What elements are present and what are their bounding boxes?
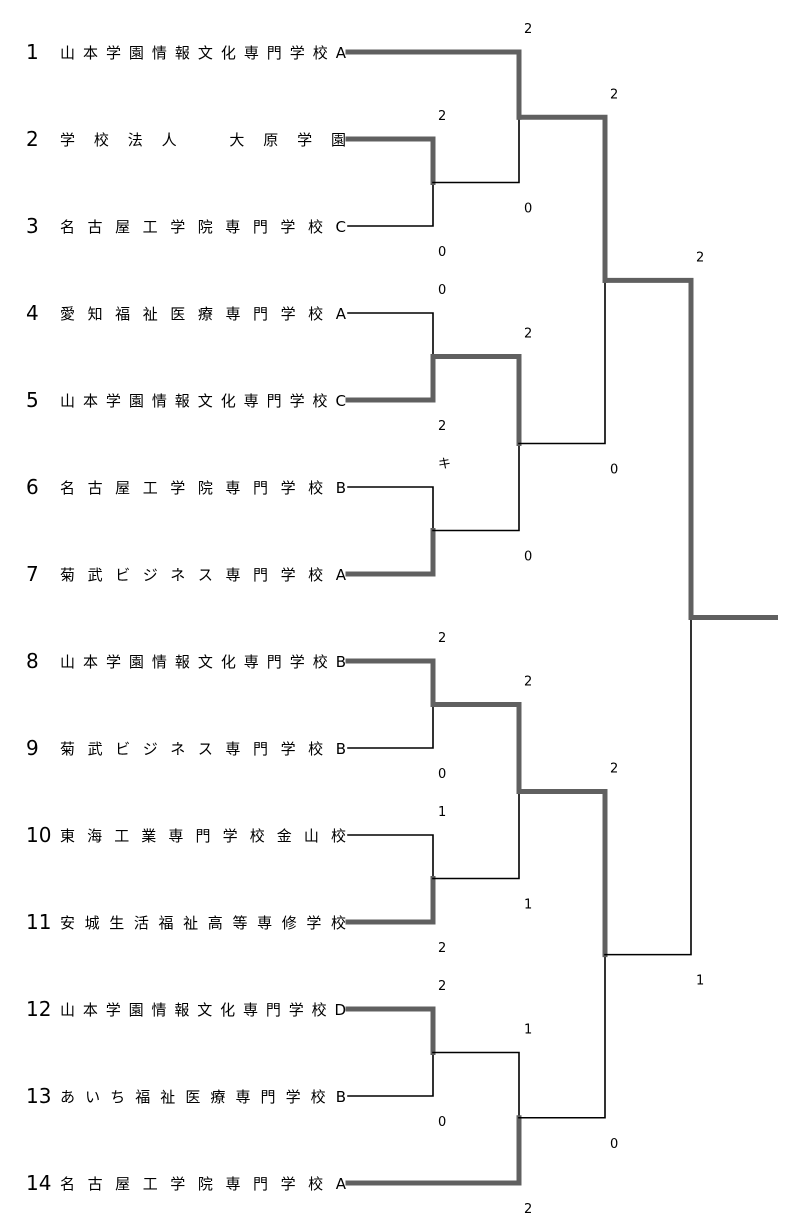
bracket-line-top — [345, 658, 436, 707]
bracket-line-top — [430, 702, 522, 794]
score-bottom: 0 — [610, 1137, 618, 1152]
bracket-line-top — [347, 834, 434, 880]
score-top: 1 — [524, 1023, 532, 1038]
team-name: 山本学園情報文化専門学校B — [60, 653, 346, 671]
score-top: キ — [438, 457, 451, 472]
team-name: 山本学園情報文化専門学校D — [60, 1001, 346, 1019]
score-bottom: 0 — [438, 245, 446, 260]
score-top: 2 — [438, 109, 446, 124]
team-seed-number: 7 — [26, 562, 39, 586]
bracket-line-bottom — [345, 528, 436, 577]
score-top: 2 — [524, 327, 532, 342]
team-name: 安城生活福祉高等専修学校 — [60, 914, 346, 932]
bracket-line-top — [347, 312, 434, 358]
bracket-line-top — [432, 1051, 520, 1119]
team-name: 菊武ビジネス専門学校B — [60, 740, 346, 758]
team-name: 山本学園情報文化専門学校C — [60, 392, 346, 410]
score-bottom: 2 — [438, 941, 446, 956]
score-bottom: 0 — [524, 550, 532, 565]
score-bottom: 2 — [438, 419, 446, 434]
score-top: 1 — [438, 805, 446, 820]
team-name: あいち福祉医療専門学校B — [60, 1088, 346, 1106]
team-name: 学校法人 大原学園 — [60, 131, 346, 149]
bracket-line-top — [345, 1006, 436, 1055]
bracket-line-bottom — [432, 442, 520, 532]
score-bottom: 2 — [524, 1202, 532, 1217]
bracket-line-top — [516, 789, 608, 958]
team-seed-number: 8 — [26, 649, 39, 673]
team-name: 名古屋工学院専門学校B — [60, 479, 346, 497]
bracket-line-bottom — [347, 1051, 434, 1097]
score-top: 0 — [438, 283, 446, 298]
bracket-line-bottom — [347, 181, 434, 227]
bracket-line-bottom — [518, 279, 606, 445]
score-bottom: 0 — [610, 463, 618, 478]
bracket-line-bottom — [347, 703, 434, 749]
bracket-line-top — [430, 354, 522, 446]
bracket-line-bottom — [432, 790, 520, 880]
bracket-line-bottom — [518, 953, 606, 1119]
bracket-line-bottom — [604, 616, 692, 956]
score-bottom: 1 — [524, 898, 532, 913]
score-top: 2 — [524, 22, 532, 37]
team-seed-number: 5 — [26, 388, 39, 412]
team-seed-number: 3 — [26, 214, 39, 238]
team-name: 東海工業専門学校金山校 — [60, 827, 346, 845]
team-list: 1 山本学園情報文化専門学校A 2 学校法人 大原学園 3 名古屋工学院専門学校C 4 愛知福… — [26, 40, 347, 1195]
score-bottom: 0 — [438, 1115, 446, 1130]
team-seed-number: 1 — [26, 40, 39, 64]
team-name: 愛知福祉医療専門学校A — [60, 305, 347, 323]
score-top: 2 — [524, 675, 532, 690]
team-name: 山本学園情報文化専門学校A — [60, 44, 347, 62]
score-bottom: 0 — [524, 202, 532, 217]
team-seed-number: 12 — [26, 997, 51, 1021]
score-top: 2 — [696, 250, 704, 265]
bracket-line-bottom — [345, 354, 436, 403]
team-seed-number: 10 — [26, 823, 51, 847]
team-seed-number: 14 — [26, 1171, 51, 1195]
score-top: 2 — [610, 87, 618, 102]
team-name: 名古屋工学院専門学校C — [60, 218, 346, 236]
score-top: 2 — [438, 631, 446, 646]
team-name: 菊武ビジネス専門学校A — [60, 566, 347, 584]
score-labels: 2 0 0 2 キ 2 0 1 2 2 0 2 0 2 0 2 1 1 2 2 0 2 0 2 1 — [438, 22, 704, 1217]
bracket-line-bottom — [345, 1115, 522, 1186]
bracket-line-top — [602, 277, 694, 620]
bracket-line-bottom — [432, 116, 520, 184]
bracket-lines — [345, 49, 778, 1186]
team-seed-number: 4 — [26, 301, 39, 325]
bracket-line-top — [345, 136, 436, 185]
bracket-line-bottom — [345, 876, 436, 925]
team-seed-number: 6 — [26, 475, 39, 499]
bracket-line-top — [345, 49, 522, 120]
team-seed-number: 13 — [26, 1084, 51, 1108]
team-seed-number: 11 — [26, 910, 51, 934]
team-name: 名古屋工学院専門学校A — [60, 1175, 347, 1193]
score-bottom: 0 — [438, 767, 446, 782]
team-seed-number: 9 — [26, 736, 39, 760]
score-top: 2 — [438, 979, 446, 994]
bracket-line-top — [347, 486, 434, 532]
score-top: 2 — [610, 762, 618, 777]
bracket-line-top — [516, 114, 608, 283]
team-seed-number: 2 — [26, 127, 39, 151]
score-bottom: 1 — [696, 974, 704, 989]
